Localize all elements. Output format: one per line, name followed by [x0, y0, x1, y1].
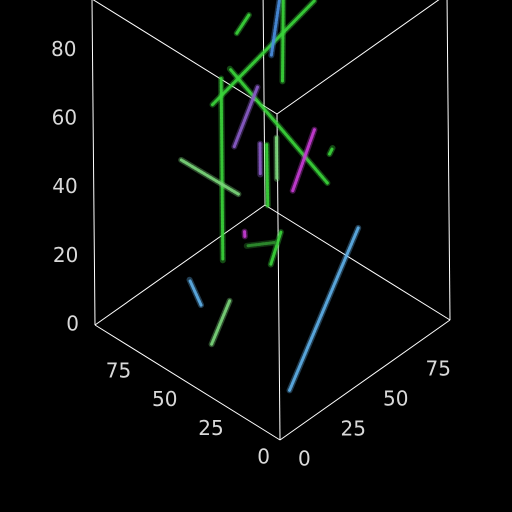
z-tick-label: 0: [66, 312, 79, 336]
x-tick-label: 75: [106, 358, 131, 382]
track-segment-9: [282, 0, 283, 81]
z-tick-label: 20: [53, 243, 78, 267]
z-tick-label: 80: [51, 37, 76, 61]
y-tick-label: 50: [383, 387, 408, 411]
y-tick-label: 0: [298, 447, 311, 471]
track-segment-15: [330, 148, 333, 154]
z-tick-label: 60: [52, 106, 77, 130]
x-tick-label: 50: [152, 387, 177, 411]
x-tick-label: 25: [198, 416, 223, 440]
y-tick-label: 25: [341, 417, 366, 441]
y-tick-label: 75: [426, 357, 451, 381]
x-tick-label: 0: [257, 445, 270, 469]
track-segment-14: [247, 243, 275, 246]
track-segment-16: [267, 145, 268, 206]
z-tick-label: 40: [52, 174, 77, 198]
track-segment-1: [221, 78, 223, 260]
